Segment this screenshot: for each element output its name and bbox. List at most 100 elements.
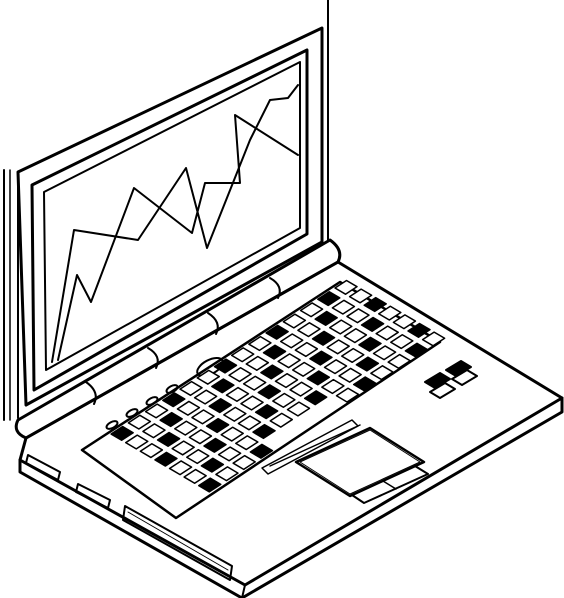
keyboard-key[interactable] <box>358 336 382 352</box>
keyboard-key[interactable] <box>392 314 417 330</box>
keyboard-key[interactable] <box>303 390 328 406</box>
keyboard-key[interactable] <box>282 313 307 329</box>
keyboard-key[interactable] <box>225 386 250 403</box>
keyboard-key[interactable] <box>262 344 287 360</box>
keyboard-key[interactable] <box>193 389 218 405</box>
keyboard-key[interactable] <box>269 412 294 428</box>
keyboard-key[interactable] <box>334 279 358 295</box>
keyboard-key[interactable] <box>254 404 279 420</box>
keyboard-key[interactable] <box>232 454 256 471</box>
keyboard-key[interactable] <box>162 392 186 408</box>
keyboard-key[interactable] <box>124 434 149 450</box>
keyboard-key[interactable] <box>156 431 181 447</box>
touchpad[interactable] <box>294 426 426 498</box>
keyboard-key[interactable] <box>217 446 242 462</box>
keyboard-key[interactable] <box>196 369 221 385</box>
keyboard-key[interactable] <box>188 429 213 445</box>
keyboard-key[interactable] <box>127 414 152 430</box>
touchpad-button[interactable] <box>351 465 429 504</box>
keyboard-key[interactable] <box>404 342 429 358</box>
keyboard-key[interactable] <box>186 448 210 465</box>
keyboard-key[interactable] <box>372 345 397 361</box>
keyboard-key[interactable] <box>142 423 166 439</box>
keyboard-key[interactable] <box>183 468 207 484</box>
keyboard-key[interactable] <box>289 381 313 397</box>
keyboard-key[interactable] <box>306 370 331 386</box>
keyboard-key[interactable] <box>299 302 324 318</box>
keyboard-key[interactable] <box>208 398 232 414</box>
keyboard-key[interactable] <box>252 423 276 440</box>
keyboard-key[interactable] <box>329 319 353 335</box>
keyboard-key[interactable] <box>144 403 169 419</box>
arrow-key[interactable] <box>429 382 456 399</box>
keyboard-key[interactable] <box>237 415 262 431</box>
keyboard-key[interactable] <box>317 290 341 307</box>
keyboard-key[interactable] <box>375 325 399 341</box>
keyboard-key[interactable] <box>311 330 336 346</box>
keyboard-key[interactable] <box>223 406 247 422</box>
keyboard-key[interactable] <box>211 378 235 394</box>
arrow-key[interactable] <box>424 372 451 389</box>
keyboard-key[interactable] <box>191 409 215 425</box>
keyboard-key[interactable] <box>230 347 255 363</box>
arrow-key[interactable] <box>451 369 478 386</box>
keyboard-key[interactable] <box>213 358 238 374</box>
keyboard-key[interactable] <box>274 372 299 389</box>
keyboard-key[interactable] <box>338 367 362 383</box>
arrow-key[interactable] <box>445 360 472 377</box>
keyboard-key[interactable] <box>174 420 198 436</box>
keyboard-key[interactable] <box>245 355 270 371</box>
keyboard-key[interactable] <box>279 333 304 349</box>
keyboard-key[interactable] <box>248 335 272 352</box>
keyboard-key[interactable] <box>407 322 431 338</box>
keyboard-key[interactable] <box>297 322 321 338</box>
keyboard-key[interactable] <box>257 384 282 400</box>
keyboard-key[interactable] <box>168 460 193 476</box>
keyboard-key[interactable] <box>390 333 414 350</box>
keyboard-key[interactable] <box>352 376 377 392</box>
keyboard-key[interactable] <box>171 440 195 456</box>
keyboard-key[interactable] <box>240 395 264 411</box>
keyboard-key[interactable] <box>360 316 385 332</box>
keyboard-key[interactable] <box>421 331 446 347</box>
keyboard-key[interactable] <box>159 411 183 428</box>
keyboard-key[interactable] <box>387 353 411 370</box>
keyboard-key[interactable] <box>348 288 373 304</box>
keyboard-key[interactable] <box>110 425 134 441</box>
keyboard-key[interactable] <box>314 310 338 327</box>
keyboard-key[interactable] <box>323 359 348 375</box>
keyboard-key[interactable] <box>331 299 356 315</box>
keyboard-key[interactable] <box>197 477 222 493</box>
keyboard-key[interactable] <box>260 364 284 380</box>
keyboard-key[interactable] <box>321 378 345 395</box>
keyboard-key[interactable] <box>228 366 252 383</box>
keyboard-key[interactable] <box>277 353 301 369</box>
keyboard-key[interactable] <box>179 380 203 397</box>
keyboard-key[interactable] <box>326 339 350 355</box>
keyboard-key[interactable] <box>286 401 311 417</box>
keyboard-key[interactable] <box>378 305 402 321</box>
keyboard-key[interactable] <box>346 308 370 324</box>
keyboard-key[interactable] <box>355 356 380 372</box>
keyboard-key[interactable] <box>291 361 316 377</box>
keyboard-key[interactable] <box>343 328 368 344</box>
keyboard-key[interactable] <box>272 392 296 408</box>
keyboard-key[interactable] <box>370 365 394 381</box>
keyboard-key[interactable] <box>335 387 360 403</box>
keyboard-key[interactable] <box>340 347 365 364</box>
keyboard-key[interactable] <box>154 451 178 467</box>
keyboard-key[interactable] <box>249 443 274 459</box>
keyboard-key[interactable] <box>203 437 227 453</box>
keyboard-key[interactable] <box>309 350 333 366</box>
keyboard-key[interactable] <box>205 417 230 434</box>
keyboard-key[interactable] <box>294 341 319 358</box>
keyboard-key[interactable] <box>220 426 244 442</box>
keyboard-key[interactable] <box>363 296 387 313</box>
keyboard-key[interactable] <box>176 400 201 416</box>
keyboard-key[interactable] <box>215 466 239 482</box>
keyboard-key[interactable] <box>265 324 289 340</box>
keyboard-key[interactable] <box>242 375 267 391</box>
keyboard-key[interactable] <box>200 457 225 473</box>
keyboard-key[interactable] <box>139 442 164 459</box>
keyboard-key[interactable] <box>235 435 259 451</box>
